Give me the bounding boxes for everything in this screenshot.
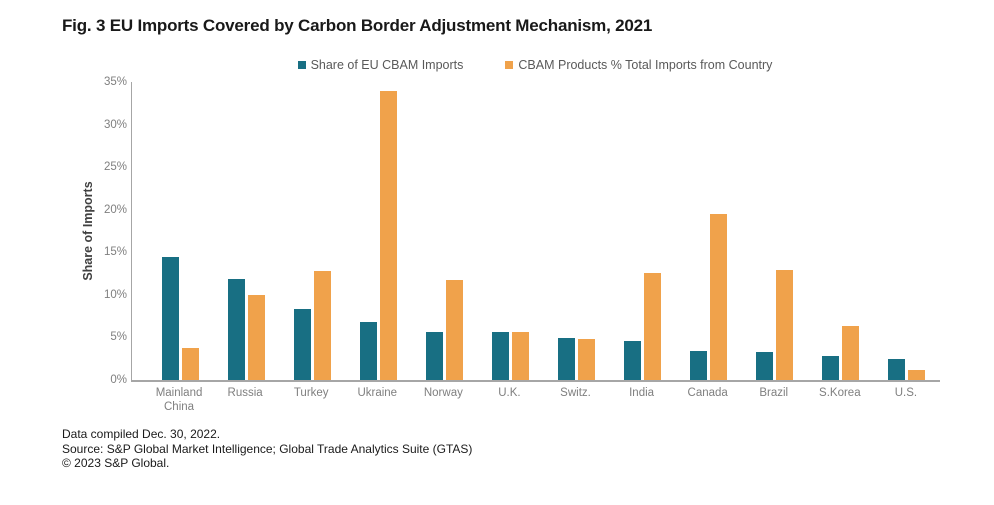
- plot-area: [131, 82, 940, 382]
- bar-cbam-share: [491, 332, 509, 380]
- bar-total-imports-pct: [776, 270, 794, 380]
- figure-title: Fig. 3 EU Imports Covered by Carbon Bord…: [62, 16, 653, 35]
- bar-total-imports-pct: [644, 272, 662, 380]
- y-tick-label: 25%: [103, 161, 127, 174]
- x-axis-label: India: [629, 387, 655, 399]
- legend-swatch-icon: [505, 61, 514, 69]
- bar-group: [676, 82, 742, 380]
- bar-cbam-share: [558, 338, 575, 380]
- bar-group: [411, 82, 477, 380]
- y-tick-label: 35%: [103, 76, 127, 88]
- y-tick-label: 20%: [103, 203, 127, 216]
- footer-source: Source: S&P Global Market Intelligence; …: [62, 441, 473, 456]
- footer: Data compiled Dec. 30, 2022. Source: S&P…: [62, 427, 472, 471]
- bar-total-imports-pct: [313, 271, 331, 380]
- bar-group: [477, 82, 543, 380]
- x-axis-label: Ukraine: [357, 387, 398, 399]
- legend-item-1: Share of EU CBAM Imports: [297, 58, 464, 72]
- bar-total-imports-pct: [908, 369, 926, 380]
- x-axis-label: U.S.: [894, 387, 918, 399]
- bar-group: [874, 82, 940, 380]
- x-axis-label: Turkey: [293, 387, 329, 399]
- x-axis-label: Russia: [227, 387, 263, 399]
- y-tick-label: 15%: [103, 246, 127, 259]
- bar-group: [213, 82, 279, 380]
- x-axis-label: Brazil: [759, 387, 789, 399]
- bar-group: [147, 82, 213, 380]
- legend-label: CBAM Products % Total Imports from Count…: [518, 58, 773, 72]
- x-axis-label: Switz.: [560, 387, 591, 399]
- bar-cbam-share: [359, 322, 377, 380]
- legend-label: Share of EU CBAM Imports: [310, 58, 464, 72]
- y-tick-label: 10%: [103, 288, 127, 301]
- bar-total-imports-pct: [511, 332, 529, 380]
- bar-cbam-share: [888, 358, 906, 380]
- y-tick-label: 30%: [103, 118, 127, 131]
- x-axis-label: Canada: [687, 387, 728, 399]
- bar-cbam-share: [822, 356, 840, 380]
- bar-cbam-share: [624, 340, 642, 380]
- bar-group: [610, 82, 676, 380]
- x-axis-label: Norway: [423, 387, 463, 399]
- bar-cbam-share: [690, 351, 708, 380]
- bar-cbam-share: [161, 256, 179, 380]
- bar-total-imports-pct: [842, 326, 860, 380]
- bar-group: [345, 82, 411, 380]
- bar-total-imports-pct: [445, 279, 463, 380]
- bar-total-imports-pct: [710, 213, 728, 380]
- footer-compiled-date: Data compiled Dec. 30, 2022.: [62, 427, 221, 441]
- legend: Share of EU CBAM Imports CBAM Products % …: [131, 56, 939, 74]
- bar-cbam-share: [425, 332, 443, 380]
- bar-cbam-share: [227, 278, 245, 380]
- bar-total-imports-pct: [578, 339, 595, 380]
- bar-total-imports-pct: [379, 90, 397, 380]
- bar-total-imports-pct: [247, 294, 265, 380]
- bar-cbam-share: [293, 309, 311, 380]
- x-axis-label: U.K.: [498, 387, 521, 399]
- bar-group: [808, 82, 874, 380]
- bar-cbam-share: [756, 351, 774, 380]
- x-axis-labels: Mainland China Russia Turkey Ukraine Norway U…: [131, 386, 939, 414]
- legend-swatch-icon: [297, 61, 306, 69]
- bar-total-imports-pct: [181, 347, 199, 380]
- bar-group: [543, 82, 609, 380]
- bar-group: [742, 82, 808, 380]
- footer-copyright: © 2023 S&P Global.: [62, 456, 170, 470]
- legend-item-2: CBAM Products % Total Imports from Count…: [505, 58, 772, 72]
- x-axis-label: S.Korea: [819, 387, 861, 399]
- y-axis-ticks: 0% 5% 10% 15% 20% 25% 30% 35%: [85, 76, 127, 386]
- bar-group: [279, 82, 345, 380]
- bar-series-container: [132, 82, 940, 380]
- y-tick-label: 5%: [110, 331, 127, 344]
- y-tick-label: 0%: [110, 374, 127, 386]
- x-axis-label: Mainland China: [155, 387, 203, 413]
